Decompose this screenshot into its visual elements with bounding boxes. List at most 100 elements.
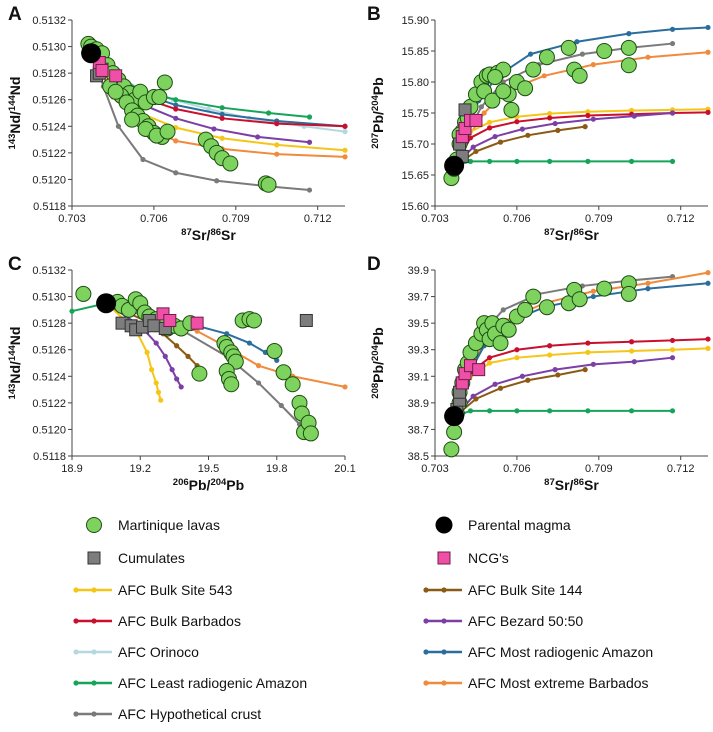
point-afc-least-radiogenic-amazon xyxy=(487,158,493,164)
legend-item-afc-most-radiogenic-amazon: AFC Most radiogenic Amazon xyxy=(423,644,653,660)
legend-label: Cumulates xyxy=(118,550,185,566)
point-afc-most-radiogenic-amazon xyxy=(173,102,179,108)
x-tick-label: 0.706 xyxy=(503,213,531,225)
point-afc-bezard-50-50 xyxy=(492,133,498,140)
point-martinique-lava xyxy=(266,343,283,360)
point-afc-most-extreme-barbados xyxy=(274,151,280,157)
line-afc-bulk-site-144 xyxy=(454,368,586,417)
point-afc-hypothetical-crust xyxy=(669,40,676,47)
y-tick-label: 0.5132 xyxy=(32,15,66,27)
point-afc-hypothetical-crust xyxy=(478,104,485,110)
point-afc-bezard-50-50 xyxy=(211,126,217,132)
point-afc-bulk-site-543 xyxy=(153,380,159,386)
point-afc-bezard-50-50 xyxy=(162,353,168,359)
point-martinique-lava xyxy=(560,39,577,56)
legend-item-afc-most-extreme-barbados: AFC Most extreme Barbados xyxy=(423,675,649,691)
legend-line-dot xyxy=(73,680,79,686)
point-parental-magma xyxy=(81,43,102,64)
plot-area xyxy=(69,285,348,442)
point-afc-most-radiogenic-amazon xyxy=(705,24,711,31)
point-afc-bezard-50-50 xyxy=(552,120,558,127)
point-afc-bezard-50-50 xyxy=(174,376,180,382)
point-afc-bezard-50-50 xyxy=(590,361,596,367)
legend-label: AFC Most extreme Barbados xyxy=(468,675,649,691)
legend-marker xyxy=(435,516,453,534)
x-tick-label: 19.5 xyxy=(198,463,219,475)
point-martinique-lava xyxy=(275,364,292,381)
legend-line-dot xyxy=(73,587,79,593)
point-martinique-lava xyxy=(571,67,588,84)
point-martinique-lava xyxy=(260,176,277,193)
point-martinique-lava xyxy=(484,92,501,109)
point-afc-most-radiogenic-amazon xyxy=(219,111,225,117)
legend-item-afc-hypothetical-crust: AFC Hypothetical crust xyxy=(73,706,261,722)
point-afc-most-extreme-barbados xyxy=(590,62,596,68)
point-martinique-lava xyxy=(191,365,208,382)
point-afc-bezard-50-50 xyxy=(470,144,476,150)
point-ncg xyxy=(109,69,123,83)
line-afc-least-radiogenic-amazon xyxy=(455,160,673,167)
point-afc-bezard-50-50 xyxy=(669,110,676,116)
point-martinique-lava xyxy=(75,285,92,302)
y-tick-label: 15.85 xyxy=(401,46,429,58)
point-martinique-lava xyxy=(596,43,613,59)
y-tick-label: 38.7 xyxy=(408,424,429,436)
point-afc-least-radiogenic-amazon xyxy=(487,408,493,414)
point-afc-most-radiogenic-amazon xyxy=(527,51,534,57)
legend-line-dot xyxy=(91,649,97,655)
plot-area xyxy=(80,35,348,193)
legend-line-dot xyxy=(423,680,429,686)
point-afc-bulk-site-144 xyxy=(555,127,561,133)
point-afc-hypothetical-crust xyxy=(278,402,284,409)
point-afc-bulk-site-543 xyxy=(705,345,711,351)
point-martinique-lava xyxy=(500,321,517,338)
point-afc-bulk-site-543 xyxy=(487,119,493,125)
x-axis-label: 87Sr/86Sr xyxy=(544,477,599,494)
x-tick-label: 0.703 xyxy=(421,463,449,475)
panel-label: C xyxy=(8,254,22,275)
y-axis-label: 207Pb/204Pb xyxy=(370,77,387,148)
point-afc-bulk-site-543 xyxy=(155,389,162,395)
y-tick-label: 15.60 xyxy=(401,201,429,213)
y-tick-label: 15.70 xyxy=(401,139,429,151)
legend-line-dot xyxy=(73,711,79,717)
legend-label: AFC Orinoco xyxy=(118,644,199,660)
point-afc-most-extreme-barbados xyxy=(194,328,200,334)
y-tick-label: 39.5 xyxy=(408,318,429,330)
point-afc-bulk-barbados xyxy=(705,109,711,115)
y-tick-label: 39.3 xyxy=(408,345,429,357)
point-afc-most-extreme-barbados xyxy=(590,288,596,294)
legend-item-afc-bulk-barbados: AFC Bulk Barbados xyxy=(73,613,241,629)
point-afc-bulk-barbados xyxy=(274,121,280,127)
point-martinique-lava xyxy=(246,312,262,329)
legend-line-dot xyxy=(91,618,97,624)
legend-line-dot xyxy=(91,587,97,593)
point-afc-bulk-barbados xyxy=(705,336,711,342)
point-afc-bezard-50-50 xyxy=(631,359,637,365)
point-afc-bulk-site-144 xyxy=(555,372,561,378)
panel-d: D 0.703 0.706 0.709 0.712 38.5 38.7 38.9 39.1 39.… xyxy=(367,254,711,493)
legend-label: AFC Least radiogenic Amazon xyxy=(118,675,307,691)
point-martinique-lava xyxy=(525,288,542,305)
point-afc-most-extreme-barbados xyxy=(255,363,262,369)
legend-label: AFC Most radiogenic Amazon xyxy=(468,644,653,660)
legend-item-afc-bulk-site-144: AFC Bulk Site 144 xyxy=(423,582,583,598)
y-tick-label: 0.5130 xyxy=(32,42,66,54)
point-martinique-lava xyxy=(223,376,240,393)
y-tick-label: 0.5118 xyxy=(33,201,66,213)
point-ncg xyxy=(469,113,483,127)
point-afc-most-radiogenic-amazon xyxy=(626,31,632,37)
point-afc-bulk-site-543 xyxy=(585,349,591,355)
point-afc-least-radiogenic-amazon xyxy=(585,158,591,164)
point-afc-bulk-barbados xyxy=(585,340,591,346)
point-afc-bezard-50-50 xyxy=(255,134,261,140)
legend-line-dot xyxy=(73,649,79,655)
y-tick-label: 0.5126 xyxy=(32,95,66,107)
point-cumulate xyxy=(299,313,313,327)
y-tick-label: 0.5126 xyxy=(32,345,66,357)
point-afc-bulk-barbados xyxy=(514,119,520,125)
point-afc-bulk-barbados xyxy=(547,115,553,121)
y-tick-label: 0.5124 xyxy=(32,121,66,133)
